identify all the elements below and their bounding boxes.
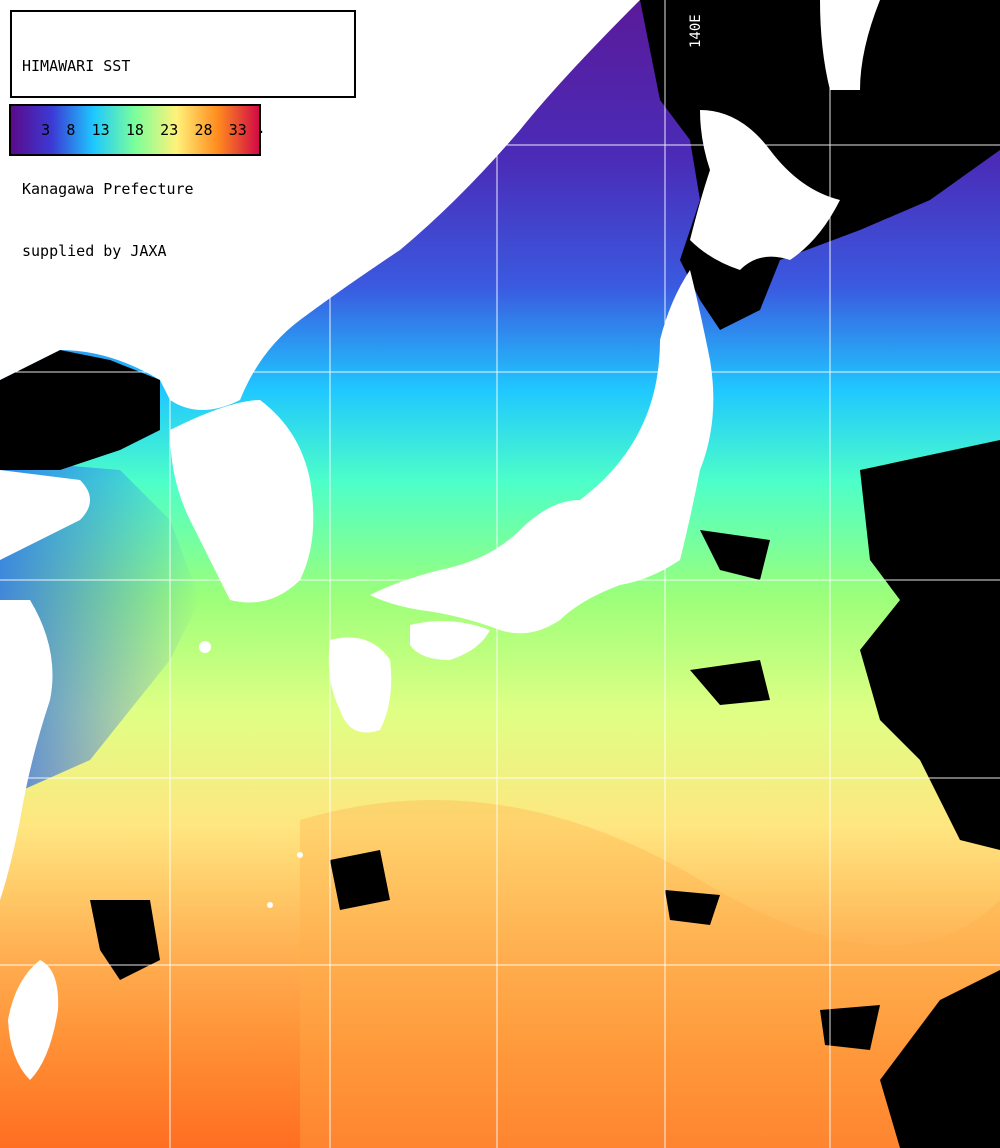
organization: Kanagawa Prefecture bbox=[22, 180, 194, 198]
legend-tick: 8 bbox=[66, 121, 76, 139]
longitude-label-140e: 140E bbox=[688, 14, 704, 48]
hokkaido bbox=[690, 110, 840, 270]
legend-tick: 28 bbox=[194, 121, 213, 139]
legend-tick: 23 bbox=[160, 121, 179, 139]
data-credit: supplied by JAXA bbox=[22, 241, 167, 260]
honshu bbox=[370, 270, 714, 634]
legend-tick: 13 bbox=[91, 121, 110, 139]
yellow-sea-cool-water bbox=[0, 460, 200, 800]
latitude-label-40n: 40N bbox=[0, 352, 26, 368]
shikoku bbox=[410, 621, 490, 660]
temperature-legend: 3 8 13 18 23 28 33 bbox=[9, 104, 261, 156]
taiwan bbox=[8, 960, 59, 1080]
info-box: HIMAWARI SST 2026/02/21 06(UTC) 3H Comp.… bbox=[10, 10, 356, 260]
legend-tick: 33 bbox=[228, 121, 247, 139]
kuroshio-warm-band bbox=[300, 800, 1000, 1148]
kyushu bbox=[328, 637, 392, 733]
product-title: HIMAWARI SST bbox=[22, 57, 131, 75]
legend-tick: 3 bbox=[41, 121, 51, 139]
legend-tick: 18 bbox=[125, 121, 144, 139]
land bbox=[0, 0, 880, 1080]
